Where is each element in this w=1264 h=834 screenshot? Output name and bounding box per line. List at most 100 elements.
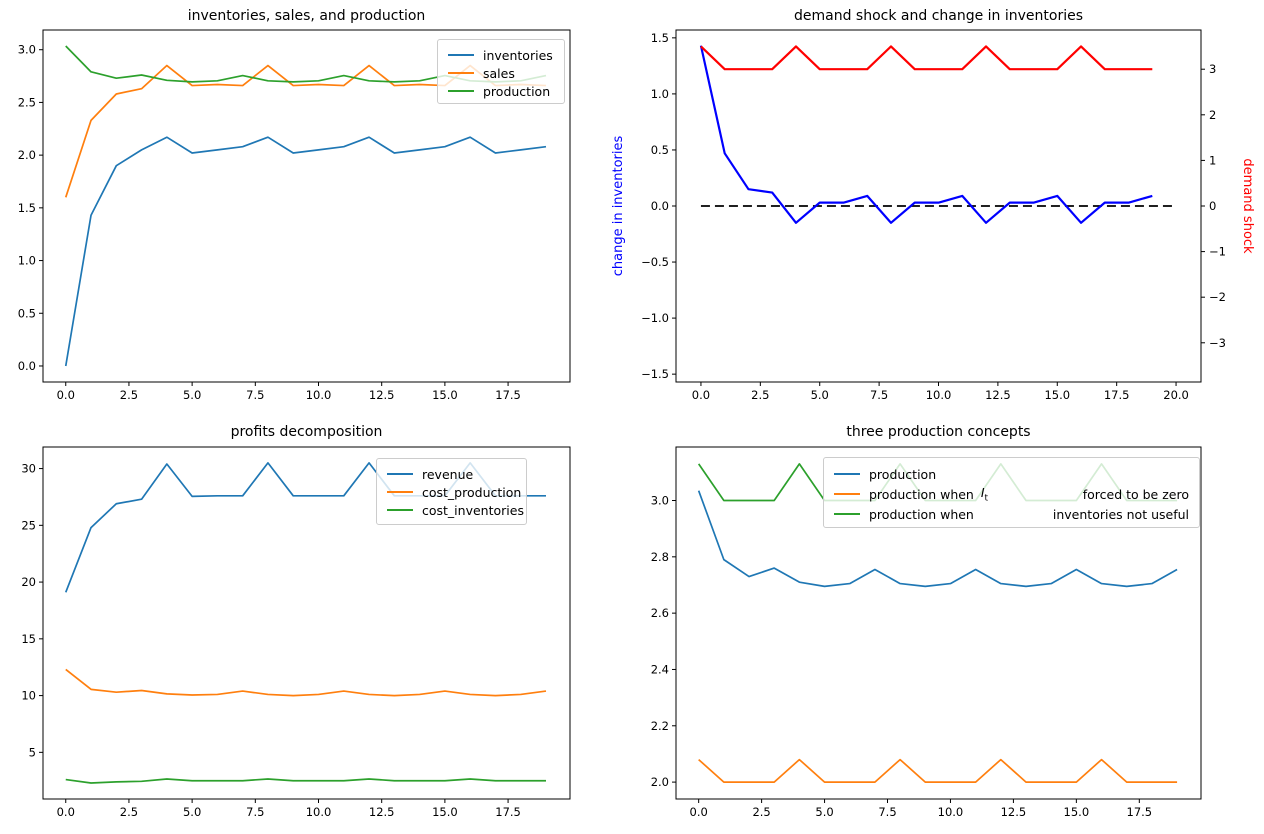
legend-entry: inventories [448, 46, 554, 64]
legend-line-swatch-production-no-inventories [834, 513, 860, 515]
legend-line-swatch-production [834, 473, 860, 475]
series-line-cost-production [65, 668, 547, 697]
y-tick-label: 3.0 [651, 494, 669, 508]
legend-line-swatch-production-zero-inventories [834, 493, 860, 495]
legend-entry: revenue [387, 465, 516, 483]
y-right-tick-label: −3 [1209, 336, 1226, 350]
x-tick-label: 17.5 [495, 388, 521, 402]
x-tick-label: 0.0 [690, 805, 708, 819]
x-tick-label: 10.0 [306, 805, 332, 819]
series-line-demand-shock [700, 45, 1153, 71]
x-tick-label: 5.0 [811, 388, 829, 402]
x-tick-label: 10.0 [926, 388, 952, 402]
legend-entry: sales [448, 64, 554, 82]
legend-entry: production when It forced to be zero [834, 484, 1189, 504]
subplot-demand-shock-change-in-inventories: 0.0 2.5 5.0 7.5 10.0 12.5 15.0 17.5 20.0−1.5−1.0… [641, 29, 1226, 402]
y-tick-label: 3.0 [18, 43, 36, 57]
legend-label: revenue [422, 466, 474, 482]
legend-entry: production [448, 82, 554, 100]
x-tick-label: 15.0 [1044, 388, 1070, 402]
y-tick-label: 0.0 [651, 199, 669, 213]
x-tick-label: 17.5 [1127, 805, 1153, 819]
x-tick-label: 20.0 [1163, 388, 1189, 402]
legend-entry: production when inventories not useful [834, 504, 1189, 524]
y-tick-label: −1.0 [641, 311, 669, 325]
x-tick-label: 7.5 [878, 805, 896, 819]
y-tick-label: 1.0 [651, 87, 669, 101]
x-tick-label: 15.0 [1064, 805, 1090, 819]
x-tick-label: 10.0 [938, 805, 964, 819]
series-line-production [697, 490, 1178, 588]
y-tick-label: 0.5 [18, 306, 36, 320]
x-tick-label: 0.0 [57, 388, 75, 402]
x-tick-label: 15.0 [432, 388, 458, 402]
y-right-tick-label: 2 [1209, 108, 1216, 122]
axes-spines [675, 29, 1202, 383]
legend-inventories-sales-production: inventories sales production [437, 39, 565, 104]
y-tick-label: 2.2 [651, 719, 669, 733]
legend-label: cost_production [422, 484, 522, 500]
y-tick-label: 20 [21, 575, 36, 589]
legend-label: cost_inventories [422, 502, 524, 518]
x-tick-label: 0.0 [57, 805, 75, 819]
y-tick-label: 2.6 [651, 606, 669, 620]
x-tick-label: 2.5 [752, 805, 770, 819]
chart-title-three-production-concepts: three production concepts [846, 424, 1031, 440]
chart-title-inventories-sales-production: inventories, sales, and production [187, 8, 426, 24]
x-tick-label: 2.5 [120, 388, 138, 402]
x-tick-label: 17.5 [1104, 388, 1130, 402]
subplot-inventories-sales-production: 0.0 2.5 5.0 7.5 10.0 12.5 15.0 17.5 0.0 0.5 1.0 1.5… [18, 29, 571, 402]
legend-label-post: forced to be zero [1082, 486, 1189, 502]
x-tick-label: 12.5 [1001, 805, 1027, 819]
legend-line-swatch-sales [448, 72, 474, 74]
x-tick-label: 5.0 [183, 388, 201, 402]
y-right-tick-label: −1 [1209, 245, 1226, 259]
y-tick-label: 2.4 [651, 662, 669, 676]
subplot-profits-decomposition: 0.0 2.5 5.0 7.5 10.0 12.5 15.0 17.5 5 10 15 20 25 30 [21, 446, 571, 819]
y-right-tick-label: 1 [1209, 153, 1216, 167]
x-tick-label: 0.0 [692, 388, 710, 402]
legend-label-pre: production when [869, 486, 974, 502]
legend-line-swatch-cost-production [387, 491, 413, 493]
legend-line-swatch-revenue [387, 473, 413, 475]
y-tick-label: 2.0 [18, 148, 36, 162]
legend-entry: cost_production [387, 483, 521, 501]
x-tick-label: 7.5 [246, 805, 264, 819]
legend-label: sales [483, 65, 515, 81]
legend-label: inventories [483, 47, 553, 63]
y-tick-label: 1.0 [18, 254, 36, 268]
y-tick-label: 15 [21, 632, 36, 646]
legend-line-swatch-cost-inventories [387, 509, 413, 511]
x-tick-label: 17.5 [495, 805, 521, 819]
legend-profits-decomposition: revenue cost_production cost_inventories [376, 458, 527, 525]
y-tick-label: 30 [21, 462, 36, 476]
x-tick-label: 12.5 [985, 388, 1011, 402]
legend-line-swatch-production [448, 90, 474, 92]
series-line-production-when-i-t-forced-to-be-zero [698, 758, 1178, 783]
chart-title-demand-shock: demand shock and change in inventories [793, 8, 1084, 24]
x-tick-label: 12.5 [369, 805, 395, 819]
y-tick-label: 25 [21, 518, 36, 532]
y-right-tick-label: −2 [1209, 290, 1226, 304]
y-tick-label: 0.0 [18, 359, 36, 373]
x-tick-label: 7.5 [870, 388, 888, 402]
legend-label-pre: production when [869, 506, 974, 522]
y-tick-label: −0.5 [641, 255, 669, 269]
x-tick-label: 5.0 [815, 805, 833, 819]
y-tick-label: 1.5 [651, 31, 669, 45]
series-line-cost-inventories [65, 778, 546, 784]
legend-label-post: inventories not useful [1052, 506, 1189, 522]
legend-label: production [483, 83, 551, 99]
y-tick-label: 5 [29, 745, 36, 759]
x-tick-label: 5.0 [183, 805, 201, 819]
axes-spines [42, 446, 571, 800]
y-axis-label-change-in-inventories: change in inventories [611, 135, 626, 277]
series-line-inventories [64, 136, 547, 367]
axes-spines [675, 446, 1202, 800]
chart-title-profits-decomposition: profits decomposition [230, 424, 383, 440]
y-right-tick-label: 0 [1209, 199, 1216, 213]
x-tick-label: 7.5 [246, 388, 264, 402]
legend-three-production-concepts: production production when It forced to … [823, 457, 1200, 528]
